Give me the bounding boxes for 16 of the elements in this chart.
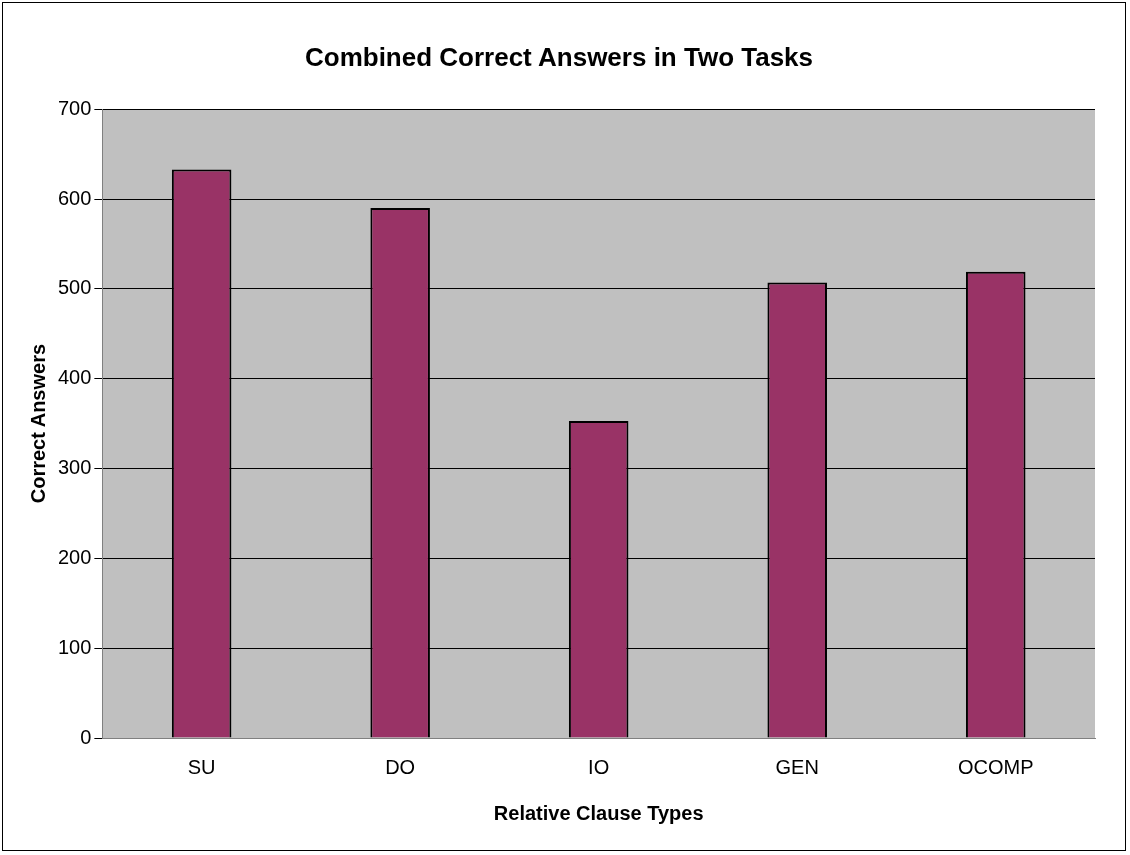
x-tick-label: SU [187,755,216,778]
x-tick-label: OCOMP [957,755,1034,778]
y-axis-title: Correct Answers [26,343,49,504]
y-tick-label: 400 [57,366,92,389]
chart-title: Combined Correct Answers in Two Tasks [304,41,814,72]
y-tick-label: 700 [57,96,92,119]
x-axis-title: Relative Clause Types [493,801,704,824]
x-tick-label: DO [385,755,416,778]
y-tick-label: 0 [80,725,92,748]
x-tick-label: IO [588,755,610,778]
y-tick-label: 600 [57,186,92,209]
y-tick-label: 100 [57,635,92,658]
y-tick-label: 500 [57,276,92,299]
y-tick-label: 200 [57,545,92,568]
x-tick-label: GEN [775,755,819,778]
y-tick-label: 300 [57,456,92,479]
